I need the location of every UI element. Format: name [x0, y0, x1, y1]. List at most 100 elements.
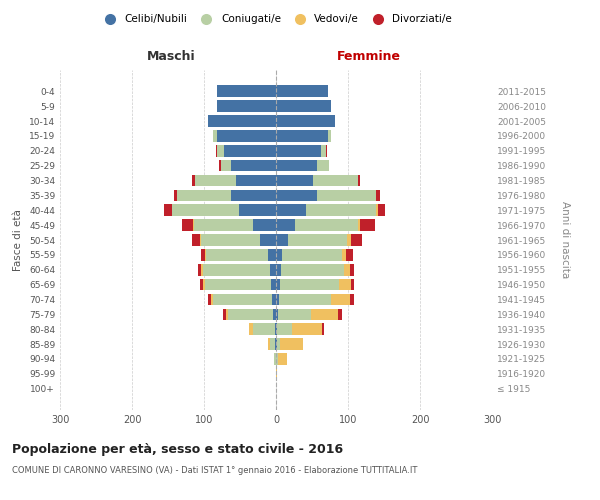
Bar — [276, 368, 277, 380]
Bar — [239, 204, 276, 216]
Bar — [351, 279, 355, 290]
Text: Maschi: Maschi — [146, 50, 196, 62]
Text: COMUNE DI CARONNO VARESINO (VA) - Dati ISTAT 1° gennaio 2016 - Elaborazione TUTT: COMUNE DI CARONNO VARESINO (VA) - Dati I… — [12, 466, 418, 475]
Bar — [283, 249, 341, 260]
Bar — [253, 324, 275, 335]
Bar — [322, 324, 324, 335]
Bar — [273, 308, 276, 320]
Bar — [217, 86, 276, 97]
Bar — [203, 279, 205, 290]
Bar — [197, 264, 201, 276]
Bar — [193, 220, 194, 231]
Bar — [253, 220, 276, 231]
Bar — [182, 220, 193, 231]
Bar — [276, 353, 278, 365]
Bar — [359, 220, 376, 231]
Bar — [192, 174, 196, 186]
Bar — [276, 160, 317, 172]
Bar — [281, 264, 344, 276]
Bar — [313, 174, 358, 186]
Bar — [350, 264, 354, 276]
Bar — [276, 308, 278, 320]
Bar — [276, 324, 277, 335]
Bar — [276, 279, 280, 290]
Text: Femmine: Femmine — [337, 50, 401, 62]
Bar — [274, 353, 276, 365]
Bar — [276, 204, 306, 216]
Bar — [278, 353, 287, 365]
Bar — [211, 294, 214, 306]
Bar — [178, 190, 232, 201]
Bar — [346, 249, 353, 260]
Bar — [351, 234, 362, 246]
Bar — [288, 234, 347, 246]
Bar — [232, 190, 276, 201]
Bar — [276, 86, 328, 97]
Bar — [376, 204, 377, 216]
Y-axis label: Anni di nascita: Anni di nascita — [560, 202, 570, 278]
Bar — [320, 145, 326, 156]
Bar — [292, 324, 322, 335]
Bar — [174, 190, 178, 201]
Bar — [331, 294, 350, 306]
Bar — [317, 190, 376, 201]
Bar — [278, 308, 311, 320]
Bar — [232, 160, 276, 172]
Bar — [280, 279, 338, 290]
Bar — [275, 324, 276, 335]
Bar — [276, 264, 281, 276]
Bar — [216, 145, 217, 156]
Bar — [276, 100, 331, 112]
Bar — [201, 264, 203, 276]
Bar — [208, 115, 276, 127]
Bar — [276, 130, 328, 141]
Bar — [224, 145, 276, 156]
Bar — [217, 130, 276, 141]
Bar — [172, 204, 239, 216]
Bar — [217, 145, 224, 156]
Bar — [205, 279, 271, 290]
Bar — [358, 220, 359, 231]
Bar — [201, 234, 260, 246]
Bar — [208, 294, 211, 306]
Bar — [269, 264, 276, 276]
Bar — [276, 190, 317, 201]
Bar — [196, 174, 236, 186]
Bar — [226, 308, 229, 320]
Bar — [201, 249, 205, 260]
Bar — [269, 338, 275, 350]
Bar — [277, 324, 292, 335]
Bar — [338, 279, 351, 290]
Bar — [350, 294, 354, 306]
Bar — [221, 160, 232, 172]
Bar — [219, 160, 221, 172]
Bar — [275, 338, 276, 350]
Bar — [276, 294, 279, 306]
Text: Popolazione per età, sesso e stato civile - 2016: Popolazione per età, sesso e stato civil… — [12, 442, 343, 456]
Bar — [358, 174, 360, 186]
Bar — [268, 249, 276, 260]
Bar — [280, 338, 304, 350]
Bar — [341, 249, 346, 260]
Bar — [271, 279, 276, 290]
Bar — [338, 308, 341, 320]
Bar — [276, 145, 320, 156]
Bar — [317, 160, 329, 172]
Bar — [306, 204, 376, 216]
Bar — [229, 308, 273, 320]
Bar — [200, 234, 201, 246]
Bar — [250, 324, 253, 335]
Bar — [205, 249, 206, 260]
Bar — [279, 294, 331, 306]
Bar — [236, 174, 276, 186]
Bar — [276, 338, 277, 350]
Bar — [276, 174, 313, 186]
Bar — [203, 264, 269, 276]
Bar — [200, 279, 203, 290]
Bar — [260, 234, 276, 246]
Bar — [376, 190, 380, 201]
Bar — [193, 234, 200, 246]
Bar — [311, 308, 338, 320]
Bar — [276, 249, 283, 260]
Bar — [277, 338, 280, 350]
